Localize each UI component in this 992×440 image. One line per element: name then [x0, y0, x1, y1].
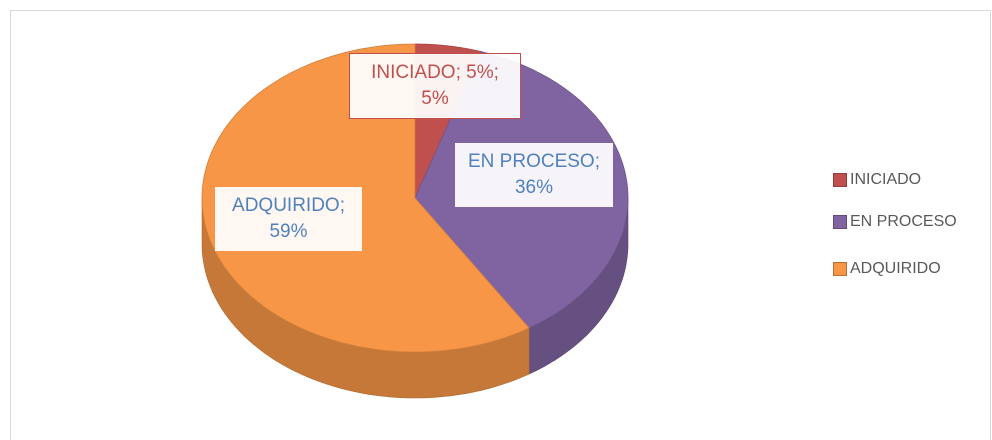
- legend-label: EN PROCESO: [850, 213, 957, 230]
- legend-item: EN PROCESO: [833, 213, 957, 231]
- legend-label: ADQUIRIDO: [850, 260, 941, 277]
- legend-label: INICIADO: [850, 171, 922, 188]
- legend-swatch: [833, 262, 847, 276]
- legend-item: ADQUIRIDO: [833, 260, 941, 278]
- data-label: ADQUIRIDO; 59%: [215, 187, 362, 251]
- legend-swatch: [833, 173, 847, 187]
- slice: [201, 43, 530, 353]
- legend-item: INICIADO: [833, 171, 921, 189]
- data-label: EN PROCESO; 36%: [455, 143, 613, 207]
- legend-swatch: [833, 215, 847, 229]
- chart-frame: [10, 10, 991, 440]
- data-label: INICIADO; 5%; 5%: [349, 53, 521, 119]
- page: INICIADO; 5%; 5% EN PROCESO; 36% ADQUIRIDO…: [10, 10, 991, 440]
